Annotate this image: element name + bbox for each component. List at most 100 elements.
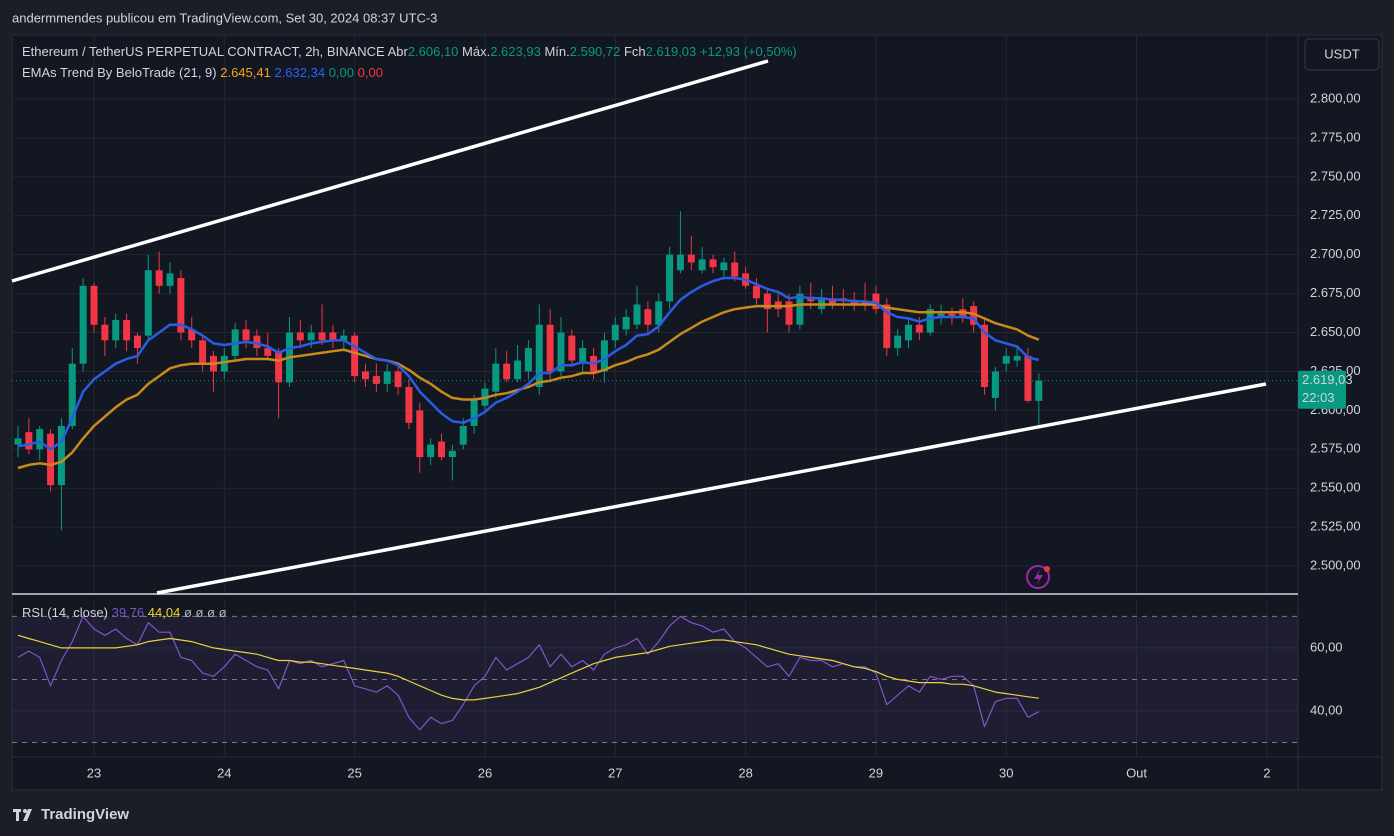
y-tick-label: 2.525,00: [1310, 519, 1361, 534]
candle-body: [307, 332, 315, 341]
candle-body: [177, 278, 185, 333]
candle-body: [188, 329, 196, 341]
symbol-legend: Ethereum / TetherUS PERPETUAL CONTRACT, …: [22, 44, 797, 59]
candle-body: [144, 270, 152, 336]
candle-body: [133, 335, 141, 349]
candle-body: [579, 348, 587, 364]
rsi-title: RSI (14, close): [22, 605, 108, 620]
ohlc-label: Máx.: [462, 44, 490, 59]
candle-body: [861, 301, 869, 305]
rsi-value: 44,04: [148, 605, 181, 620]
currency-button[interactable]: [1304, 38, 1380, 71]
candle-body: [568, 335, 576, 361]
candle-body: [427, 444, 435, 458]
candle-body: [112, 320, 120, 341]
indicator-legend: EMAs Trend By BeloTrade (21, 9) 2.645,41…: [22, 65, 383, 80]
plot-layer: 23 24 25 26 27 28 29 30 Out 2 2.500,00 2.525,00 2.55…: [12, 35, 1361, 780]
candle-body: [948, 313, 956, 317]
candle-body: [883, 304, 891, 349]
candle-body: [242, 329, 250, 341]
x-tick-label: 2: [1263, 765, 1270, 780]
candle-body: [1035, 380, 1043, 401]
candle-body: [275, 351, 283, 383]
candle-body: [362, 371, 369, 380]
candle-body: [383, 371, 391, 384]
candle-body: [731, 262, 739, 277]
candle-body: [633, 304, 641, 325]
ohlc-value: 2.623,93: [490, 44, 541, 59]
candle-body: [123, 320, 131, 341]
x-tick-label: 26: [478, 765, 492, 780]
candle-body: [828, 298, 836, 305]
candle-body: [470, 399, 478, 426]
indicator-value: 0,00: [358, 65, 383, 80]
y-tick-label: 2.800,00: [1310, 90, 1361, 105]
brand-name: TradingView: [41, 806, 129, 823]
candle-body: [872, 293, 880, 310]
trend-line: [156, 382, 1267, 595]
candle-body: [720, 262, 728, 271]
candle-body: [351, 335, 359, 377]
y-tick-label: 40,00: [1310, 702, 1343, 717]
symbol-title: Ethereum / TetherUS PERPETUAL CONTRACT, …: [22, 44, 385, 59]
indicator-value: 0,00: [329, 65, 354, 80]
candle-body: [296, 332, 304, 341]
candle-body: [644, 309, 652, 325]
candle-body: [340, 335, 348, 341]
candle-body: [970, 306, 978, 325]
chart-frame: [11, 34, 1383, 791]
ohlc-label: Abr: [388, 44, 409, 59]
candle-body: [915, 324, 923, 333]
candle-body: [611, 324, 619, 341]
y-tick-label: 2.675,00: [1310, 285, 1361, 300]
candle-body: [676, 254, 684, 271]
candle-body: [166, 273, 174, 286]
y-tick-label: 2.550,00: [1310, 480, 1361, 495]
indicator-line: [17, 634, 1039, 701]
candle-body: [709, 259, 717, 268]
candle-body: [600, 340, 608, 372]
candle-body: [101, 324, 109, 341]
rsi-value: 39,76: [112, 605, 145, 620]
y-tick-label: 2.725,00: [1310, 207, 1361, 222]
candle-body: [36, 429, 44, 450]
y-tick-label: 2.500,00: [1310, 558, 1361, 573]
rsi-value: ø ø ø ø: [184, 605, 227, 620]
candle-body: [622, 316, 630, 330]
candle-body: [264, 348, 272, 356]
ohlc-value: 2.619,03: [646, 44, 697, 59]
x-tick-label: 29: [869, 765, 883, 780]
candle-body: [438, 441, 446, 458]
candle-body: [448, 450, 456, 458]
y-tick-label: 2.575,00: [1310, 441, 1361, 456]
candle-body: [503, 363, 511, 380]
candle-body: [253, 335, 261, 349]
y-tick-label: 2.650,00: [1310, 324, 1361, 339]
candle-body: [220, 355, 228, 372]
indicator-line: [17, 276, 1040, 451]
candle-body: [514, 360, 522, 380]
candle-body: [155, 270, 163, 286]
brand-logo: [13, 809, 32, 821]
y-tick-label: 2.700,00: [1310, 246, 1361, 261]
candle-body: [535, 324, 543, 388]
last-price-tag: [1298, 370, 1346, 409]
x-tick-label: 24: [217, 765, 231, 780]
price-change: +12,93 (+0,50%): [700, 44, 797, 59]
candle-body: [666, 254, 674, 302]
y-tick-label: 2.775,00: [1310, 129, 1361, 144]
x-tick-label: 30: [999, 765, 1013, 780]
candle-body: [57, 425, 65, 486]
ohlc-label: Mín.: [544, 44, 569, 59]
candle-body: [405, 387, 413, 423]
y-tick-label: 2.750,00: [1310, 168, 1361, 183]
x-tick-label: 25: [347, 765, 361, 780]
candle-body: [90, 285, 98, 325]
candle-body: [687, 254, 695, 263]
countdown-label: 22:03: [1302, 390, 1335, 405]
y-tick-label: 60,00: [1310, 639, 1343, 654]
currency-label: USDT: [1324, 46, 1359, 61]
alert-icon[interactable]: [1026, 565, 1050, 589]
candle-body: [329, 332, 337, 341]
